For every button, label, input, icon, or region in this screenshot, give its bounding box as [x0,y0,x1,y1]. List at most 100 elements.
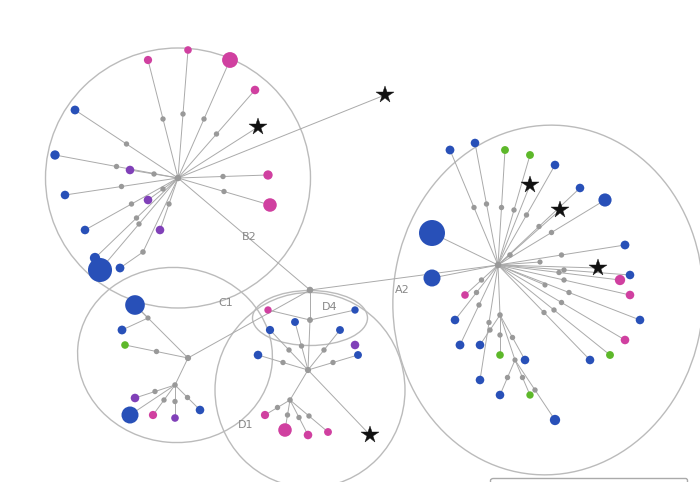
Point [349,306,360,314]
Text: B2: B2 [242,232,257,242]
Point [529,386,540,394]
Point [328,359,339,366]
Point [198,115,209,123]
Point [444,146,456,154]
Point [142,314,153,322]
Point [473,301,484,309]
Point [303,412,314,420]
Point [615,276,626,284]
Point [476,276,487,284]
Point [131,214,142,222]
Point [604,351,615,359]
Point [130,301,141,309]
Point [620,336,631,344]
Point [475,376,486,384]
Point [137,248,148,256]
Point [158,396,169,404]
Point [262,171,274,179]
Point [272,403,283,411]
Point [494,311,505,319]
Point [79,226,90,234]
Point [155,226,166,234]
Text: A2: A2 [395,285,409,295]
Point [481,200,492,208]
Point [169,381,181,389]
Point [505,251,516,259]
Point [540,281,551,289]
Point [475,341,486,349]
Point [116,326,127,334]
Point [120,341,131,349]
Point [148,170,160,178]
Point [183,46,194,54]
Text: D1: D1 [238,420,253,430]
Point [114,264,125,272]
Point [335,326,346,334]
Point [284,396,295,404]
Point [121,140,132,148]
Point [260,411,271,419]
Point [524,391,536,399]
Point [524,151,536,159]
Point [158,115,169,123]
Point [249,86,260,94]
Point [125,166,136,174]
Point [538,308,550,316]
Point [494,391,505,399]
Point [502,374,513,381]
Point [296,342,307,350]
Point [302,431,314,439]
Text: C1: C1 [218,298,232,308]
Point [126,200,137,208]
Point [182,394,193,402]
Point [533,223,545,230]
Point [265,326,276,334]
Point [142,196,153,204]
Point [134,220,145,228]
Point [277,359,288,366]
Point [507,334,518,341]
Point [554,268,565,276]
Legend: Teotihuacan, Other ancient Mesoamerica, Present-day Maya, Present-day Mazahua, P: Teotihuacan, Other ancient Mesoamerica, … [491,478,687,482]
Point [459,291,470,299]
Point [142,56,153,64]
Point [218,187,230,195]
Point [624,291,636,299]
Point [470,139,481,147]
Point [546,228,557,236]
Point [148,411,159,419]
Point [494,351,505,359]
Point [494,331,505,339]
Point [211,130,222,138]
Point [559,276,570,284]
Point [599,196,610,204]
Point [508,206,519,214]
Point [584,356,596,364]
Point [492,261,503,269]
Point [559,266,570,274]
Point [177,110,188,118]
Point [510,356,521,364]
Point [253,351,264,359]
Point [620,241,631,249]
Point [94,266,106,274]
Point [484,319,495,326]
Point [519,356,531,364]
Point [69,106,80,114]
Point [484,326,496,334]
Point [468,203,480,211]
Point [471,289,482,296]
Point [116,183,127,190]
Point [556,251,567,259]
Point [50,151,61,159]
Point [195,406,206,414]
Point [262,306,274,314]
Point [323,428,334,436]
Point [624,271,636,279]
Point [548,306,559,314]
Point [289,318,300,326]
Point [564,289,575,296]
Point [304,286,316,294]
Point [304,316,316,324]
Point [454,341,466,349]
